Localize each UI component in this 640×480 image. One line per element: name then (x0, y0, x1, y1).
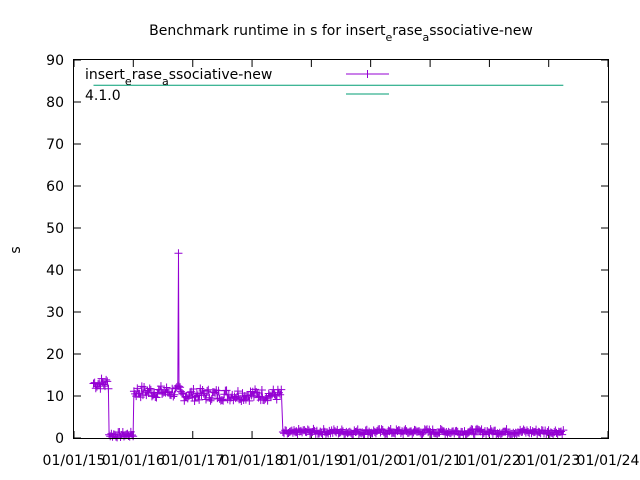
y-tick-label: 10 (46, 389, 64, 405)
x-tick-label: 01/01/18 (221, 453, 284, 469)
data-point (102, 375, 111, 384)
y-tick-label: 20 (46, 347, 64, 363)
data-point (178, 388, 187, 397)
x-tick-label: 01/01/22 (458, 453, 521, 469)
data-point (559, 426, 568, 435)
data-point (231, 394, 240, 403)
data-point (203, 387, 212, 396)
data-point (169, 392, 178, 401)
data-point (190, 396, 199, 405)
data-point (156, 382, 165, 391)
data-point (267, 392, 276, 401)
data-point (207, 395, 216, 404)
data-point (418, 429, 427, 438)
data-point (255, 392, 264, 401)
x-tick-label: 01/01/23 (517, 453, 580, 469)
x-tick-label: 01/01/21 (399, 453, 462, 469)
y-axis-label: s (8, 246, 24, 253)
data-point (223, 395, 232, 404)
x-tick-label: 01/01/24 (577, 453, 640, 469)
y-tick-label: 60 (46, 179, 64, 195)
data-point (176, 383, 185, 392)
data-point (361, 426, 370, 435)
data-point (186, 388, 195, 397)
data-point (95, 379, 104, 388)
data-point (189, 384, 198, 393)
data-point (276, 390, 285, 399)
data-point (162, 383, 171, 392)
data-point (192, 389, 201, 398)
data-point (140, 382, 149, 391)
x-tick-label: 01/01/16 (102, 453, 165, 469)
y-tick-label: 50 (46, 221, 64, 237)
y-tick-label: 80 (46, 95, 64, 111)
data-point (272, 395, 281, 404)
data-point (252, 388, 261, 397)
y-tick-label: 0 (55, 431, 64, 447)
data-point (257, 385, 266, 394)
data-point (184, 392, 193, 401)
legend-sample-series-1 (346, 70, 389, 78)
legend-label-series-2: 4.1.0 (85, 88, 121, 104)
data-point (135, 389, 144, 398)
data-point (206, 396, 215, 405)
y-axis: 0 10 20 30 40 50 60 70 80 90 (46, 53, 608, 447)
data-point (222, 386, 231, 395)
data-point (200, 391, 209, 400)
data-point (337, 425, 346, 434)
x-tick-label: 01/01/15 (43, 453, 106, 469)
chart-title: Benchmark runtime in s for inserteraseas… (149, 23, 533, 44)
legend-label-series-1: inserteraseassociative-new (85, 67, 272, 88)
y-tick-label: 90 (46, 53, 64, 69)
x-tick-label: 01/01/17 (161, 453, 224, 469)
data-point (277, 385, 286, 394)
data-point (470, 430, 479, 439)
x-tick-label: 01/01/19 (280, 453, 343, 469)
plot-area (89, 84, 568, 442)
data-point (127, 431, 136, 440)
legend: inserteraseassociative-new 4.1.0 (85, 67, 389, 104)
data-point (160, 387, 169, 396)
data-point (392, 425, 401, 434)
data-point (103, 377, 112, 386)
series-line-insert-erase-associative-new (93, 253, 564, 439)
data-point (195, 395, 204, 404)
data-point (245, 396, 254, 405)
data-point (486, 425, 495, 434)
data-point (145, 384, 154, 393)
plot-frame (73, 59, 609, 439)
data-point (204, 385, 213, 394)
data-point (104, 384, 113, 393)
data-point (233, 387, 242, 396)
x-axis: 01/01/1501/01/1601/01/1701/01/1801/01/19… (43, 60, 640, 469)
data-point (219, 396, 228, 405)
data-point (263, 396, 272, 405)
data-point (151, 392, 160, 401)
y-tick-label: 40 (46, 263, 64, 279)
data-point (236, 394, 245, 403)
data-point (133, 384, 142, 393)
data-point (309, 424, 318, 433)
data-point (97, 374, 106, 383)
data-point (96, 384, 105, 393)
y-tick-label: 30 (46, 305, 64, 321)
data-point (497, 429, 506, 438)
data-point (152, 393, 161, 402)
data-point (126, 427, 135, 436)
data-point (214, 386, 223, 395)
data-point-spike (174, 249, 183, 258)
data-point (174, 382, 183, 391)
data-point (217, 396, 226, 405)
y-tick-label: 70 (46, 137, 64, 153)
legend-marker (363, 70, 372, 78)
data-point (360, 429, 369, 438)
data-point (408, 429, 417, 438)
data-point (170, 390, 179, 399)
data-point (558, 430, 567, 439)
x-tick-label: 01/01/20 (339, 453, 402, 469)
